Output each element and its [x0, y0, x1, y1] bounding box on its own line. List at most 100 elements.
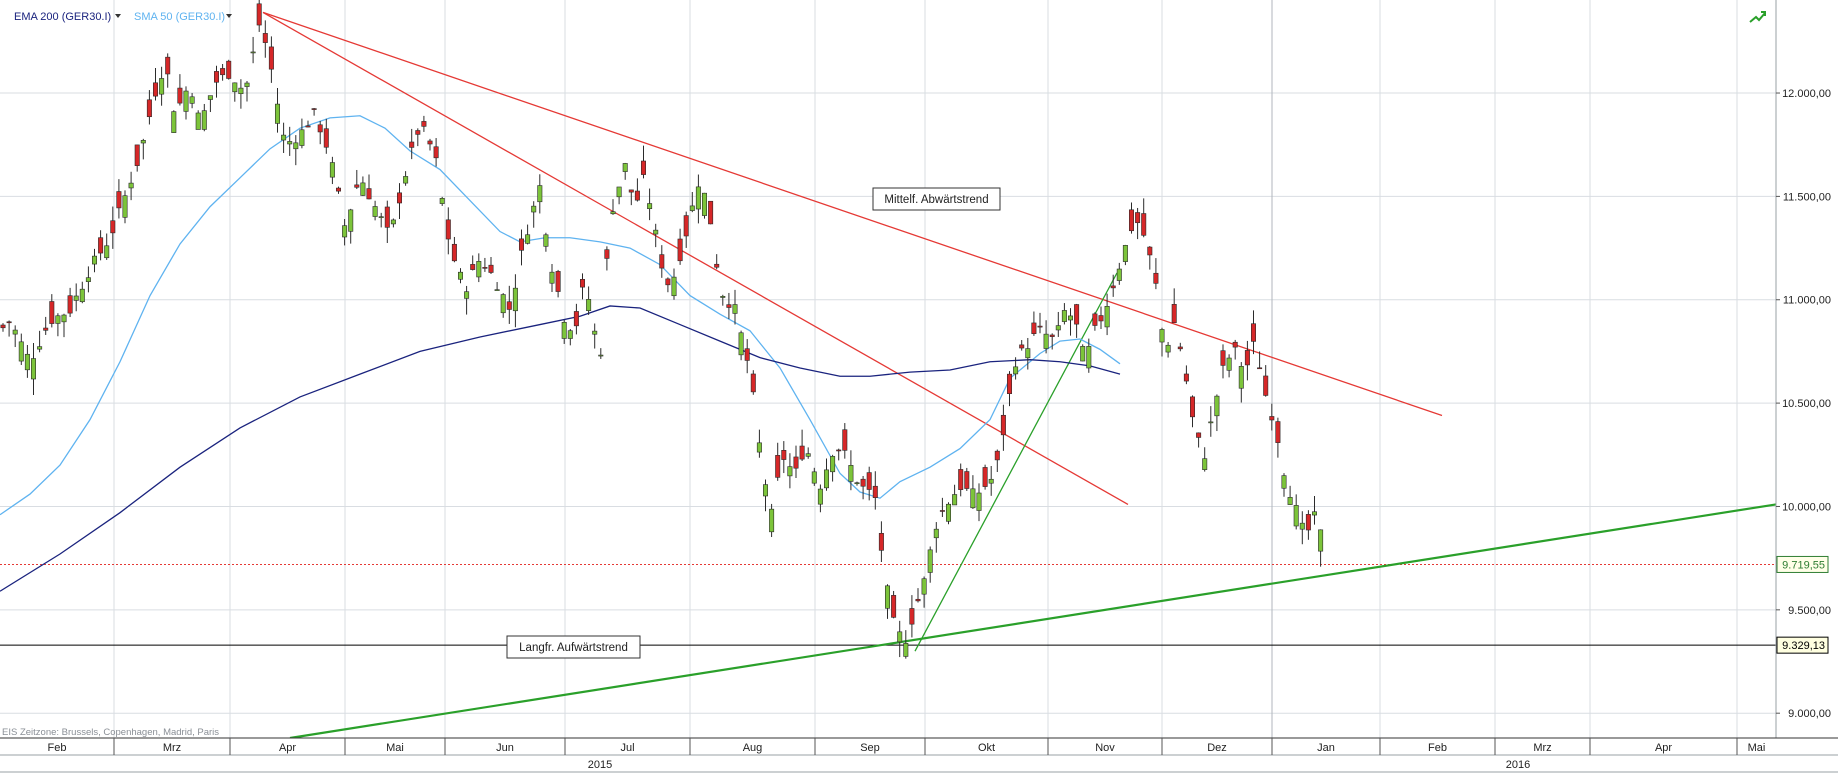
- candle-down: [634, 190, 640, 201]
- candle-up: [1238, 366, 1244, 389]
- x-month-label: Mai: [1748, 742, 1766, 754]
- candle: [610, 199, 616, 215]
- candle: [1171, 288, 1177, 324]
- candle: [354, 169, 360, 190]
- candle-down: [1019, 344, 1025, 349]
- candle: [464, 285, 470, 315]
- trendlines[interactable]: [262, 11, 1777, 740]
- x-month-label: Nov: [1095, 742, 1115, 754]
- candle-down: [915, 598, 921, 602]
- candle: [1275, 417, 1281, 458]
- candle-down: [1006, 373, 1012, 394]
- candle-down: [1257, 367, 1263, 370]
- candle: [531, 201, 537, 228]
- candle-up: [952, 494, 958, 506]
- candles[interactable]: [0, 0, 1324, 659]
- candle: [518, 229, 524, 266]
- candle-down: [982, 467, 988, 487]
- candle: [293, 135, 299, 166]
- candle: [421, 115, 427, 132]
- candle-up: [287, 141, 293, 145]
- candle-up: [1043, 333, 1049, 349]
- legend-label: EMA 200 (GER30.I): [14, 11, 111, 23]
- x-axis[interactable]: Feb Mrz Apr Mai Jun Jul Aug Sep Okt Nov Dez Jan Feb M…: [0, 737, 1838, 773]
- chart-type-icon[interactable]: [1749, 11, 1766, 23]
- grid: [0, 0, 1776, 773]
- candle: [994, 449, 1000, 473]
- candle: [214, 65, 220, 98]
- candle: [1281, 473, 1287, 497]
- candle-up: [1055, 325, 1061, 331]
- candle: [226, 59, 232, 80]
- candle-down: [506, 301, 512, 310]
- candle-down: [872, 485, 878, 498]
- candle-up: [1208, 421, 1214, 424]
- y-tick-label: 11.500,00: [1783, 191, 1831, 203]
- candle: [1074, 303, 1080, 338]
- candle-down: [958, 469, 964, 490]
- candle: [860, 475, 866, 500]
- candle-up: [549, 271, 555, 284]
- candle: [653, 223, 659, 248]
- candle: [195, 110, 201, 130]
- candle-up: [79, 288, 85, 303]
- candle-down: [43, 327, 49, 331]
- candle-down: [134, 144, 140, 166]
- candle: [616, 186, 622, 205]
- candle-down: [0, 324, 6, 329]
- candle-down: [470, 264, 476, 270]
- candle-up: [647, 203, 653, 210]
- candle-up: [1068, 315, 1074, 321]
- candle: [409, 128, 415, 160]
- candle-down: [1196, 432, 1202, 438]
- candle-down: [555, 271, 561, 292]
- candle: [1159, 327, 1165, 357]
- candle: [604, 246, 610, 271]
- candle-up: [30, 358, 36, 380]
- candle-down: [1305, 514, 1311, 531]
- candle: [470, 255, 476, 271]
- candle: [665, 277, 671, 293]
- candle: [549, 263, 555, 293]
- candle-down: [335, 187, 341, 192]
- candle-up: [921, 578, 927, 595]
- candle-up: [830, 456, 836, 473]
- candle-up: [281, 134, 287, 141]
- candle-up: [1086, 346, 1092, 369]
- y-axis[interactable]: 9.000,00 9.500,00 10.000,00 10.500,00 11.000…: [1775, 0, 1838, 738]
- candle-up: [232, 82, 238, 93]
- chevron-down-icon: [115, 14, 121, 18]
- candle-up: [1013, 366, 1019, 375]
- candle-down: [1275, 421, 1281, 443]
- candle: [823, 458, 829, 491]
- downtrend-line-mid: [262, 11, 1443, 417]
- annotations[interactable]: Mittelf. Abwärtstrend Langfr. Aufwärtstre…: [506, 187, 1001, 659]
- legend[interactable]: EMA 200 (GER30.I) SMA 50 (GER30.I): [14, 11, 232, 23]
- annotation-box: [872, 187, 1001, 211]
- candle-up: [1159, 329, 1165, 343]
- candle: [1080, 344, 1086, 362]
- candle: [1055, 311, 1061, 337]
- candle: [537, 174, 543, 214]
- candle-down: [268, 46, 274, 70]
- candle-down: [1171, 304, 1177, 324]
- candle-down: [354, 184, 360, 188]
- candle-down: [640, 160, 646, 175]
- candle: [903, 630, 909, 659]
- candle-down: [677, 238, 683, 262]
- candle-up: [622, 163, 628, 172]
- candle-down: [427, 140, 433, 145]
- candle-down: [964, 471, 970, 489]
- candle-up: [756, 442, 762, 453]
- candle-up: [122, 195, 128, 218]
- candle: [366, 174, 372, 200]
- candle-down: [116, 191, 122, 209]
- candle-up: [561, 322, 567, 339]
- annotation-text: Mittelf. Abwärtstrend: [884, 194, 988, 206]
- candle: [726, 292, 732, 319]
- candle: [781, 441, 787, 474]
- candle: [67, 287, 73, 318]
- candle: [238, 79, 244, 109]
